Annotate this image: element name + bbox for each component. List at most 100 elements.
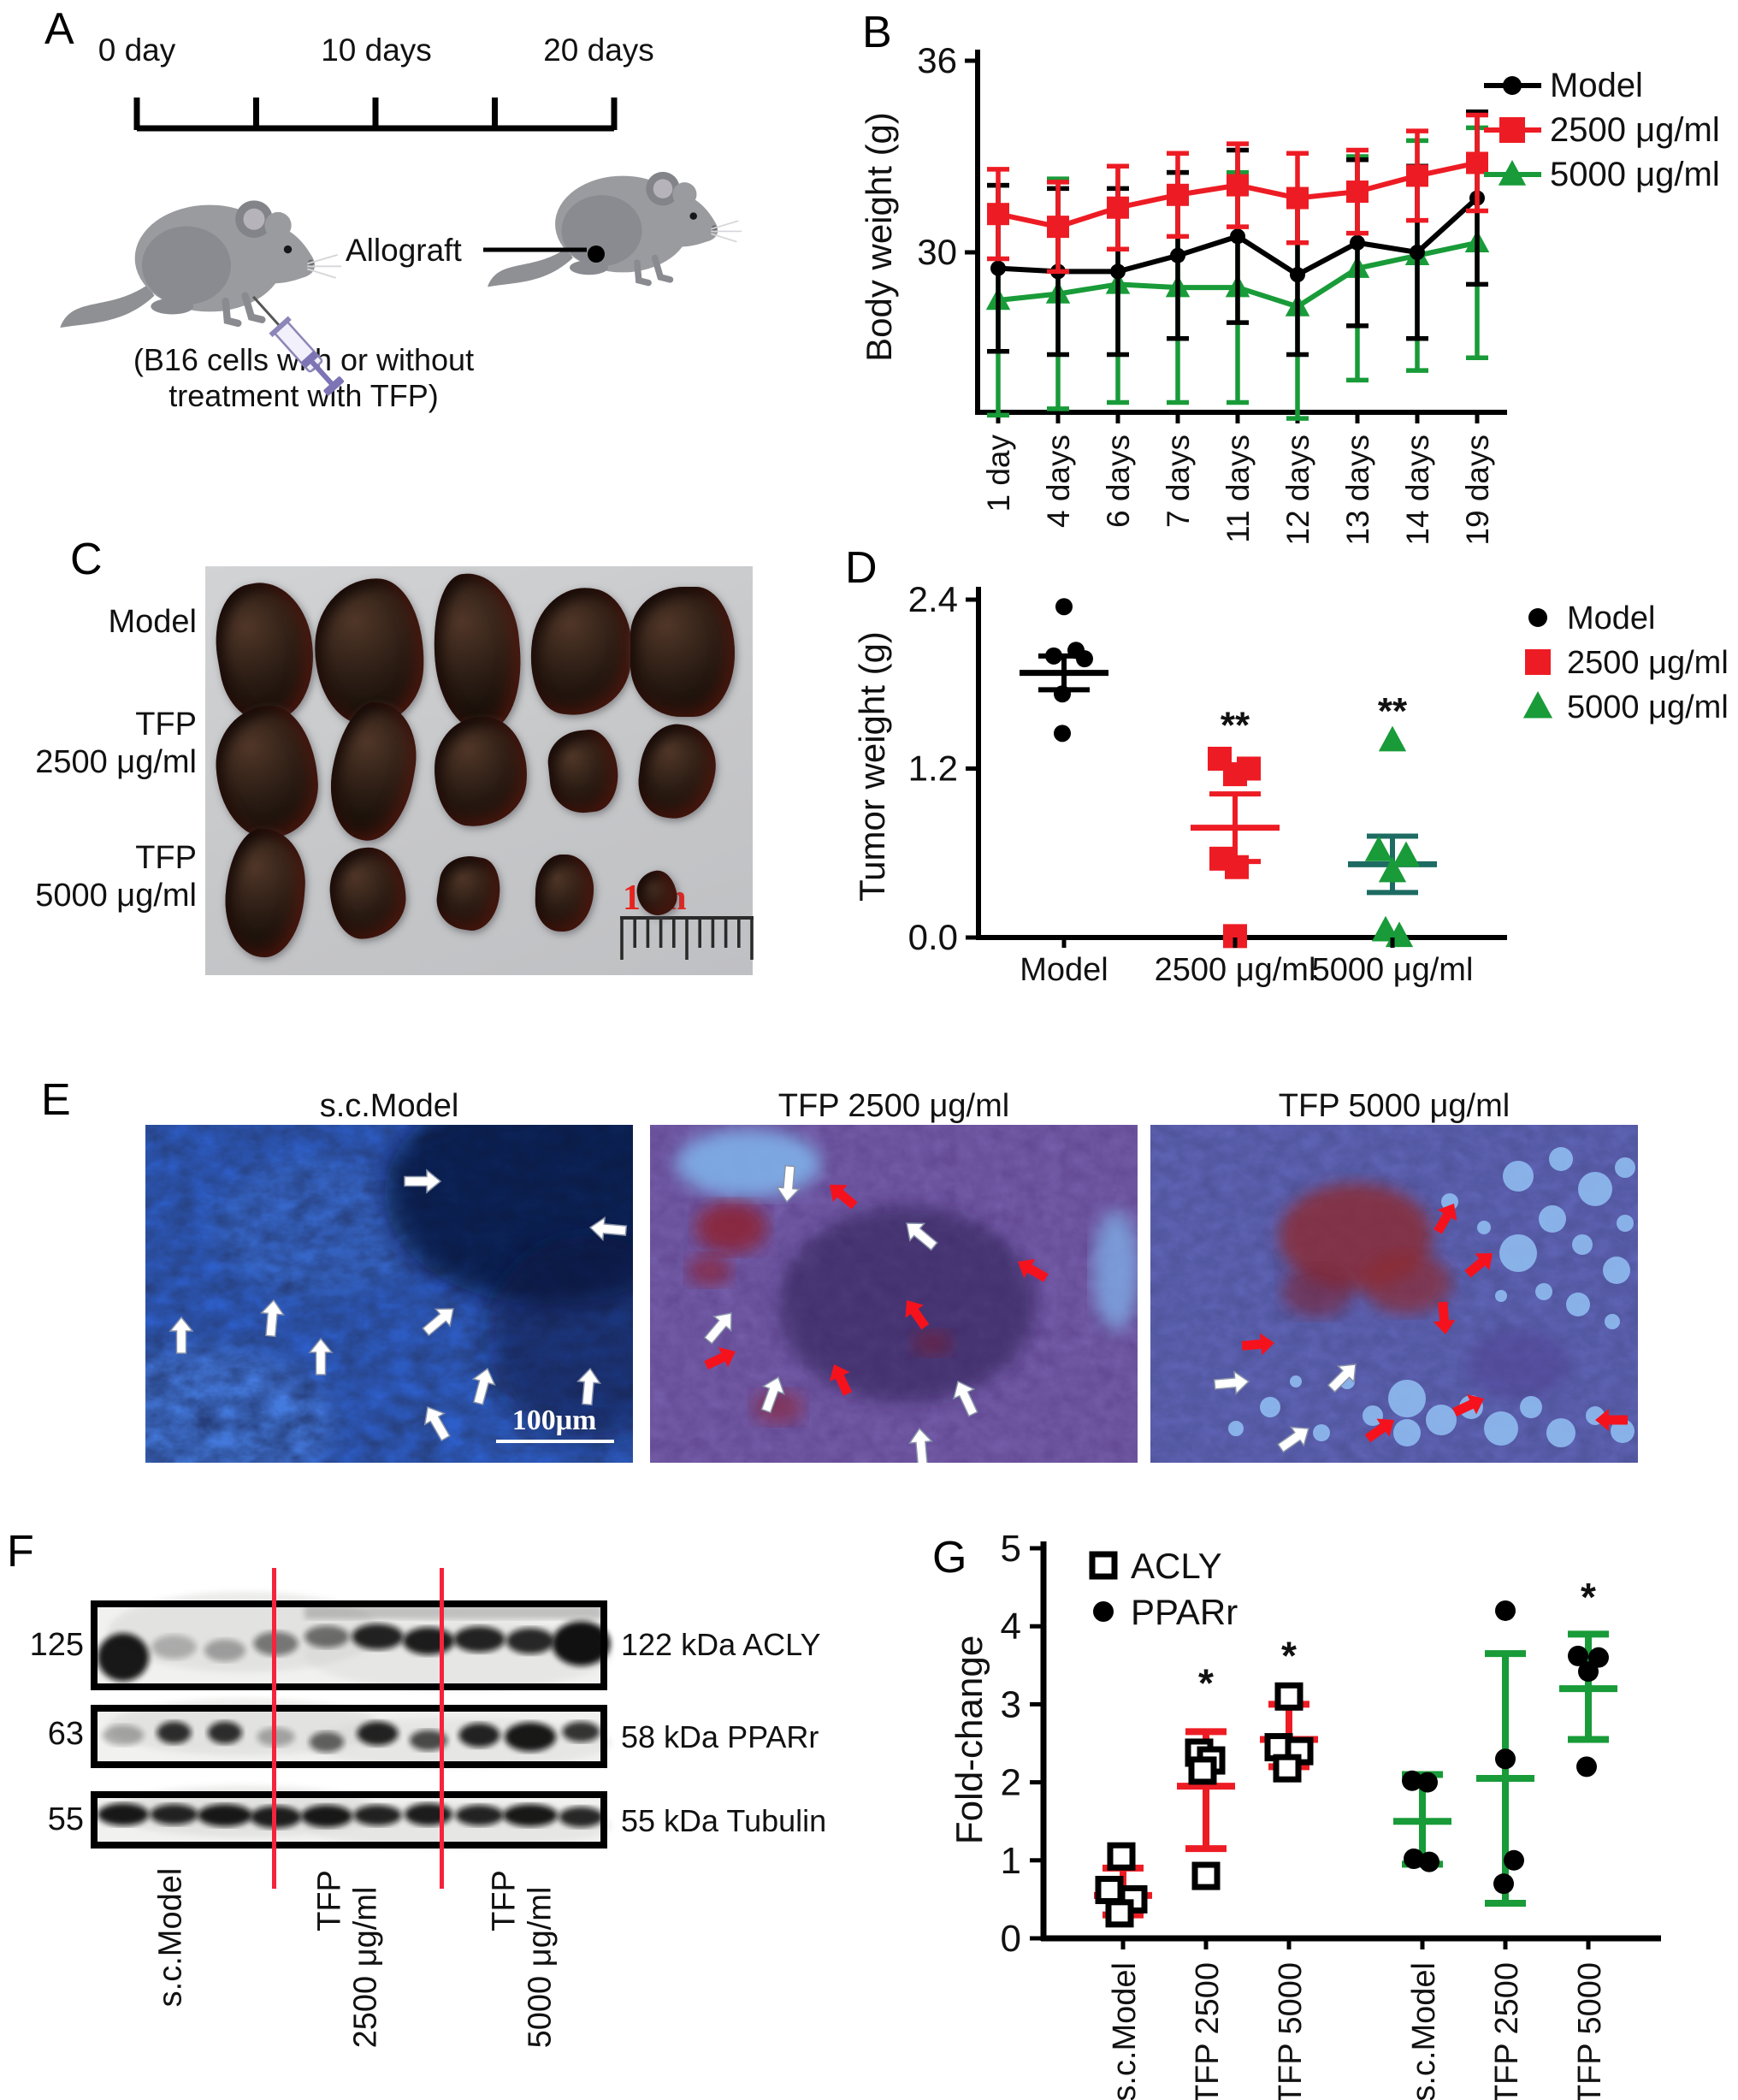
- data-point: [1095, 1875, 1124, 1904]
- data-point: [1107, 196, 1129, 219]
- legend-label: Model: [1567, 600, 1656, 636]
- western-blot-acly: [91, 1591, 612, 1690]
- lipid-droplet: [1539, 1205, 1566, 1233]
- red-arrow-icon: [905, 1300, 930, 1330]
- x-tick-label: 4 days: [1041, 435, 1076, 528]
- panel-g-label: G: [932, 1533, 967, 1582]
- data-point: [1466, 151, 1488, 175]
- data-point: [1105, 1899, 1134, 1928]
- mouse-allograft: [488, 171, 742, 287]
- lipid-droplet: [1617, 1215, 1634, 1232]
- y-axis-title: Body weight (g): [859, 112, 899, 362]
- data-point: [1498, 160, 1527, 186]
- white-arrow-icon: [1213, 1369, 1250, 1395]
- group-PPARr TFP 5000: [1559, 1630, 1617, 1778]
- data-point: [987, 203, 1009, 226]
- protein-band: [403, 1627, 454, 1655]
- data-point: [1495, 1748, 1516, 1770]
- lane-label-scmodel: s.c.Model: [152, 1867, 189, 2008]
- protein-band: [150, 1804, 198, 1825]
- lane-label-tfp2: TFP: [486, 1870, 523, 1931]
- data-point: [1576, 1756, 1597, 1778]
- y-tick-label: 0: [1001, 1918, 1021, 1960]
- white-arrow-icon: [168, 1316, 194, 1354]
- experiment-timeline-diagram: [60, 98, 742, 396]
- data-point: [1170, 247, 1185, 263]
- white-arrow-icon: [906, 1222, 938, 1251]
- data-point: [1350, 234, 1365, 251]
- white-arrow-icon: [471, 1367, 496, 1405]
- protein-band: [357, 1721, 399, 1746]
- protein-band: [310, 1731, 344, 1753]
- lipid-droplet: [1313, 1424, 1330, 1441]
- tumor-row-label-tfp2: TFP: [135, 840, 197, 876]
- significance-marker: *: [1281, 1633, 1297, 1677]
- lane-label-5000: 5000 μg/ml: [522, 1886, 559, 2049]
- group-2500 μg/ml: [1191, 746, 1280, 949]
- lipid-droplet: [1228, 1421, 1244, 1436]
- group-5000 μg/ml: [1348, 725, 1437, 948]
- data-point: [1076, 650, 1093, 668]
- data-point: [1402, 1770, 1422, 1791]
- data-point: [1528, 608, 1547, 627]
- y-tick-label: 0.0: [908, 917, 958, 957]
- data-point: [1167, 183, 1189, 206]
- caption-line-2: treatment with TFP): [168, 378, 439, 413]
- tumor-photo: 1cm: [205, 566, 754, 975]
- timeline-label-20days: 20 days: [543, 33, 654, 68]
- x-tick-label: 11 days: [1221, 435, 1256, 543]
- y-tick-label: 36: [917, 40, 957, 80]
- protein-band: [559, 1807, 604, 1828]
- western-blot-pparr: [91, 1698, 612, 1768]
- histology-scale-label: 100μm: [512, 1405, 597, 1436]
- tumor-specimen: [213, 702, 321, 841]
- data-point: [1503, 76, 1522, 95]
- panel-d-label: D: [845, 543, 878, 593]
- tumor-specimen: [321, 695, 425, 848]
- y-axis-title: Tumor weight (g): [852, 631, 892, 902]
- red-arrow-icon: [1452, 1393, 1484, 1417]
- white-arrow-icon: [588, 1216, 628, 1241]
- y-tick-label: 2: [1001, 1762, 1021, 1804]
- data-point: [1045, 647, 1062, 665]
- protein-band: [410, 1730, 447, 1751]
- legend-label: 2500 μg/ml: [1567, 645, 1729, 681]
- white-arrow-icon: [760, 1375, 785, 1414]
- group-ACLY s.c.Model: [1094, 1842, 1152, 1928]
- data-point: [1055, 598, 1073, 616]
- group-ACLY TFP 5000: [1260, 1682, 1318, 1783]
- lipid-droplet: [1566, 1293, 1590, 1316]
- body-weight-chart: 30 36 1 day 4 days 6 days 7 days 11 days 12 day…: [859, 40, 1720, 546]
- lipid-droplet: [1363, 1405, 1383, 1426]
- data-point: [1525, 649, 1551, 675]
- group-ACLY TFP 2500: [1177, 1728, 1235, 1890]
- data-point: [1110, 263, 1126, 280]
- x-tick-label: Model: [1020, 952, 1108, 988]
- lane-label-tfp1: TFP: [311, 1870, 348, 1931]
- white-arrow-icon: [703, 1312, 732, 1345]
- red-arrow-icon: [829, 1364, 853, 1396]
- lipid-droplet: [1393, 1419, 1421, 1446]
- data-point: [1191, 1861, 1221, 1890]
- data-point: [1588, 1647, 1609, 1668]
- x-tick-label: 1 day: [981, 435, 1016, 512]
- data-point: [1230, 228, 1245, 245]
- blot-divider-line-1: [272, 1568, 276, 1889]
- allograft-site-dot: [588, 245, 605, 263]
- histology-title-2500: TFP 2500 μg/ml: [777, 1088, 1010, 1124]
- lipid-droplet: [1495, 1290, 1507, 1302]
- panel-f-label: F: [7, 1527, 34, 1576]
- lipid-droplet: [1484, 1411, 1518, 1446]
- tumor-specimen: [523, 581, 641, 723]
- protein-band: [98, 1633, 149, 1682]
- group-Model: [1020, 598, 1108, 742]
- lipid-droplet: [1426, 1405, 1457, 1435]
- x-tick-label: s.c.Model: [1107, 1962, 1143, 2100]
- lipid-droplet: [1605, 1314, 1620, 1329]
- red-arrow-icon: [704, 1346, 736, 1370]
- white-arrow-icon: [404, 1168, 442, 1194]
- panel-c-label: C: [70, 535, 103, 584]
- timeline: [133, 98, 618, 132]
- y-axis-title: Fold-change: [949, 1636, 990, 1845]
- protein-band: [562, 1721, 600, 1742]
